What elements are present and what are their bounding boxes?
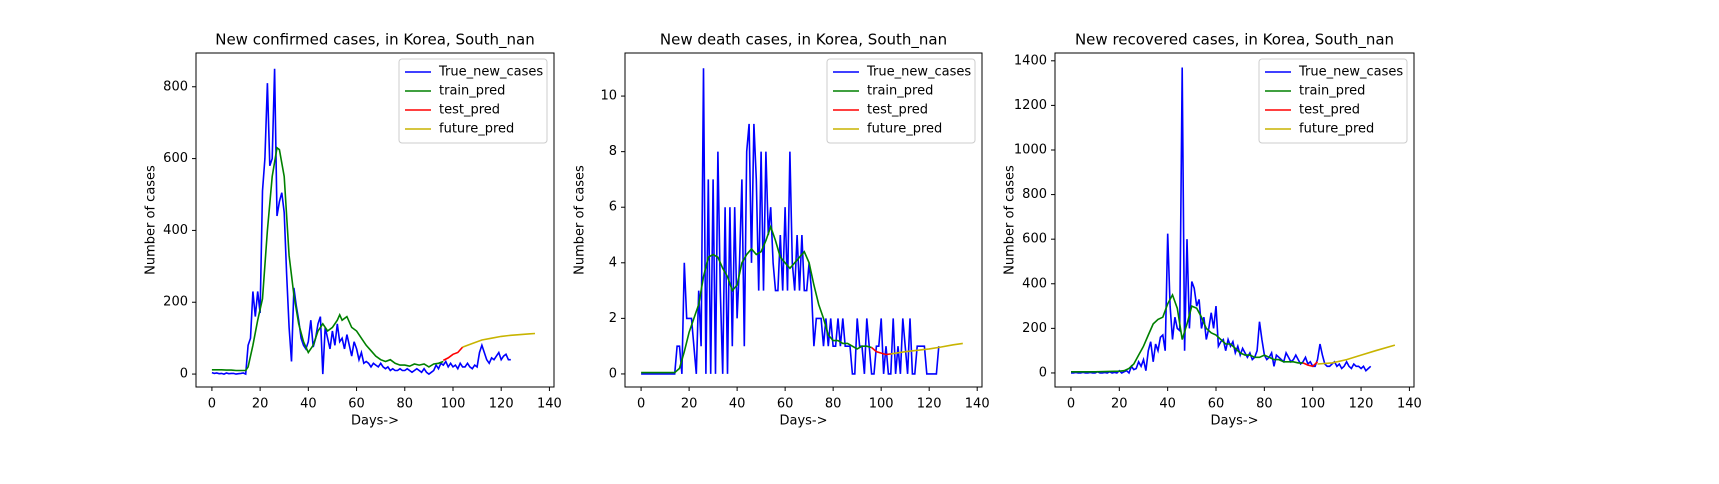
legend-box: [826, 58, 976, 144]
subplot: New recovered cases, in Korea, South_nan…: [1003, 31, 1422, 429]
x-tick-label: 140: [1397, 397, 1422, 412]
y-axis-label: Number of cases: [573, 165, 588, 275]
x-tick-label: 60: [777, 397, 794, 412]
series-line: [1302, 361, 1319, 368]
x-tick-label: 0: [1067, 397, 1075, 412]
series-line: [211, 146, 444, 372]
y-tick-label: 0: [609, 366, 617, 381]
y-tick-label: 6: [609, 200, 617, 215]
x-axis-label: Days->: [779, 414, 827, 429]
subplot: New confirmed cases, in Korea, South_nan…: [144, 31, 562, 429]
plot-area: [1071, 67, 1396, 375]
legend-label: test_pred: [439, 103, 500, 118]
series-line: [442, 346, 464, 362]
series-line: [641, 224, 872, 374]
y-tick-label: 8: [609, 144, 617, 159]
y-tick-label: 0: [180, 367, 188, 382]
series-line: [871, 346, 891, 356]
x-axis-label: Days->: [351, 414, 399, 429]
axes-frame: [1054, 52, 1415, 388]
legend-label: True_new_cases: [866, 65, 971, 80]
x-tick-label: 100: [869, 397, 894, 412]
y-tick-label: 600: [163, 151, 188, 166]
chart-title: New death cases, in Korea, South_nan: [660, 31, 947, 50]
y-axis-label: Number of cases: [1003, 165, 1018, 275]
legend-box: [398, 58, 548, 144]
plot-area: [211, 68, 536, 376]
y-tick-label: 800: [163, 79, 188, 94]
series-line: [1071, 292, 1303, 373]
x-tick-label: 40: [729, 397, 746, 412]
y-tick-label: 10: [600, 89, 617, 104]
chart-title: New confirmed cases, in Korea, South_nan: [215, 31, 535, 50]
legend-label: train_pred: [439, 84, 505, 99]
x-tick-label: 20: [252, 397, 269, 412]
legend-label: future_pred: [867, 122, 942, 137]
x-tick-label: 140: [537, 397, 562, 412]
x-tick-label: 60: [1208, 397, 1225, 412]
x-tick-label: 80: [1256, 397, 1273, 412]
y-tick-label: 1000: [1014, 142, 1047, 157]
series-line: [1071, 67, 1372, 375]
y-tick-label: 200: [1022, 321, 1047, 336]
x-axis-label: Days->: [1210, 414, 1258, 429]
x-tick-label: 0: [208, 397, 216, 412]
y-tick-label: 0: [1039, 365, 1047, 380]
legend: True_new_cases train_pred test_pred future_…: [398, 58, 548, 144]
legend-label: train_pred: [867, 84, 933, 99]
y-tick-label: 600: [1022, 232, 1047, 247]
legend-label: future_pred: [1299, 122, 1374, 137]
legend-label: test_pred: [1299, 103, 1360, 118]
x-tick-label: 80: [825, 397, 842, 412]
x-tick-label: 40: [300, 397, 317, 412]
legend-label: test_pred: [867, 103, 928, 118]
legend-label: train_pred: [1299, 84, 1365, 99]
y-tick-label: 800: [1022, 187, 1047, 202]
x-tick-label: 20: [681, 397, 698, 412]
legend-box: [1258, 58, 1408, 144]
legend: True_new_cases train_pred test_pred future_…: [826, 58, 976, 144]
x-tick-label: 100: [441, 397, 466, 412]
axes-frame: [624, 52, 983, 388]
y-tick-label: 200: [163, 295, 188, 310]
y-tick-label: 400: [163, 223, 188, 238]
y-tick-label: 400: [1022, 276, 1047, 291]
y-tick-label: 2: [609, 311, 617, 326]
legend-label: future_pred: [439, 122, 514, 137]
chart-title: New recovered cases, in Korea, South_nan: [1075, 31, 1394, 50]
y-axis-label: Number of cases: [144, 165, 159, 275]
series-line: [890, 342, 963, 355]
x-tick-label: 120: [1349, 397, 1374, 412]
legend-label: True_new_cases: [1298, 65, 1403, 80]
x-tick-label: 40: [1159, 397, 1176, 412]
series-line: [1317, 344, 1396, 365]
x-tick-label: 100: [1300, 397, 1325, 412]
x-tick-label: 120: [917, 397, 942, 412]
series-line: [641, 68, 940, 375]
series-line: [462, 332, 536, 348]
axes-frame: [195, 52, 555, 388]
x-tick-label: 0: [637, 397, 645, 412]
y-tick-label: 1400: [1014, 53, 1047, 68]
legend-label: True_new_cases: [438, 65, 543, 80]
y-tick-label: 1200: [1014, 98, 1047, 113]
x-tick-label: 60: [348, 397, 365, 412]
legend: True_new_cases train_pred test_pred future_…: [1258, 58, 1408, 144]
x-tick-label: 120: [489, 397, 514, 412]
plot-area: [641, 68, 963, 375]
x-tick-label: 140: [965, 397, 990, 412]
y-tick-label: 4: [609, 255, 617, 270]
x-tick-label: 80: [396, 397, 413, 412]
x-tick-label: 20: [1111, 397, 1128, 412]
series-line: [211, 68, 511, 376]
